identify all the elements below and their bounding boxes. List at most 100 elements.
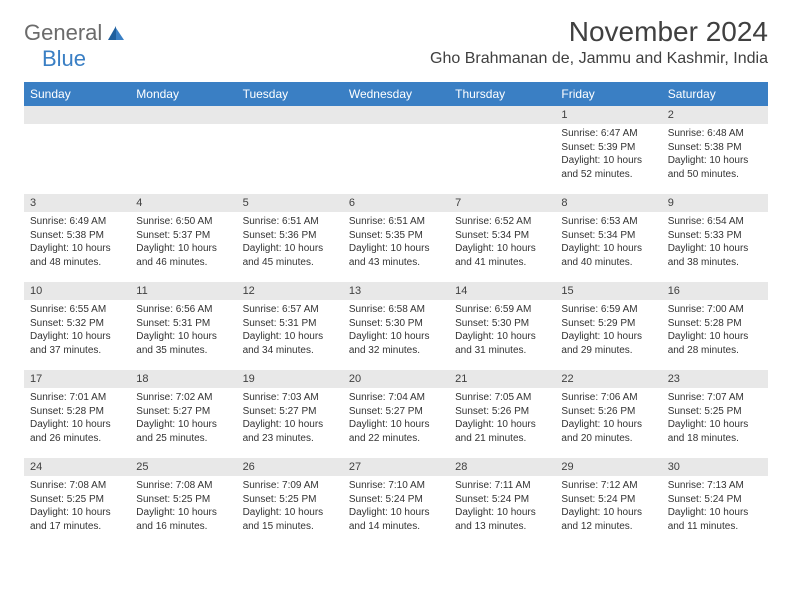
sunrise-value: 6:48 AM [707, 128, 744, 139]
daylight-label: Daylight: [243, 331, 285, 342]
sunrise-value: 6:59 AM [601, 304, 638, 315]
sunrise-value: 7:07 AM [707, 392, 744, 403]
sunset-value: 5:25 PM [704, 406, 741, 417]
calendar-day-cell: 12Sunrise: 6:57 AMSunset: 5:31 PMDayligh… [237, 282, 343, 370]
sunrise-label: Sunrise: [349, 216, 388, 227]
sunset-label: Sunset: [30, 230, 67, 241]
sunrise-label: Sunrise: [136, 216, 175, 227]
sunset-label: Sunset: [30, 406, 67, 417]
daylight-label: Daylight: [455, 243, 497, 254]
calendar-day-cell [449, 106, 555, 194]
sunset-value: 5:34 PM [492, 230, 529, 241]
sunset-label: Sunset: [561, 230, 598, 241]
day-body: Sunrise: 7:07 AMSunset: 5:25 PMDaylight:… [662, 388, 768, 451]
day-body: Sunrise: 6:57 AMSunset: 5:31 PMDaylight:… [237, 300, 343, 363]
daylight-label: Daylight: [668, 155, 710, 166]
day-number: 5 [237, 194, 343, 212]
day-body: Sunrise: 7:08 AMSunset: 5:25 PMDaylight:… [24, 476, 130, 539]
sunset-value: 5:28 PM [704, 318, 741, 329]
sunrise-label: Sunrise: [243, 392, 282, 403]
day-number: 6 [343, 194, 449, 212]
daylight-label: Daylight: [455, 331, 497, 342]
calendar-day-cell: 1Sunrise: 6:47 AMSunset: 5:39 PMDaylight… [555, 106, 661, 194]
daylight-label: Daylight: [243, 419, 285, 430]
day-number: 9 [662, 194, 768, 212]
day-number: 21 [449, 370, 555, 388]
sunrise-value: 6:59 AM [495, 304, 532, 315]
sunrise-value: 7:11 AM [495, 480, 531, 491]
calendar-week-row: 24Sunrise: 7:08 AMSunset: 5:25 PMDayligh… [24, 458, 768, 546]
sunrise-value: 7:09 AM [282, 480, 319, 491]
sunrise-value: 7:12 AM [601, 480, 638, 491]
sunrise-value: 7:08 AM [69, 480, 106, 491]
sunset-label: Sunset: [668, 318, 705, 329]
day-number: 18 [130, 370, 236, 388]
sunrise-value: 6:51 AM [282, 216, 319, 227]
sunrise-label: Sunrise: [30, 216, 69, 227]
sunrise-value: 6:55 AM [69, 304, 106, 315]
sunset-value: 5:26 PM [598, 406, 635, 417]
day-number: 13 [343, 282, 449, 300]
sunrise-label: Sunrise: [561, 304, 600, 315]
day-number [237, 106, 343, 124]
day-body: Sunrise: 7:06 AMSunset: 5:26 PMDaylight:… [555, 388, 661, 451]
daylight-label: Daylight: [30, 507, 72, 518]
day-body: Sunrise: 7:01 AMSunset: 5:28 PMDaylight:… [24, 388, 130, 451]
sunrise-label: Sunrise: [136, 304, 175, 315]
day-number: 16 [662, 282, 768, 300]
sunrise-value: 7:02 AM [176, 392, 213, 403]
sunset-label: Sunset: [455, 318, 492, 329]
sunset-label: Sunset: [243, 230, 280, 241]
sunrise-label: Sunrise: [136, 480, 175, 491]
day-body [24, 124, 130, 133]
calendar-day-cell: 7Sunrise: 6:52 AMSunset: 5:34 PMDaylight… [449, 194, 555, 282]
sunrise-value: 7:03 AM [282, 392, 319, 403]
sunset-label: Sunset: [561, 318, 598, 329]
calendar-day-cell: 10Sunrise: 6:55 AMSunset: 5:32 PMDayligh… [24, 282, 130, 370]
daylight-label: Daylight: [30, 243, 72, 254]
daylight-label: Daylight: [136, 419, 178, 430]
sunset-value: 5:38 PM [67, 230, 104, 241]
sunrise-label: Sunrise: [561, 392, 600, 403]
daylight-label: Daylight: [455, 507, 497, 518]
calendar-day-cell: 13Sunrise: 6:58 AMSunset: 5:30 PMDayligh… [343, 282, 449, 370]
sunrise-label: Sunrise: [455, 480, 494, 491]
day-number: 17 [24, 370, 130, 388]
sunset-label: Sunset: [561, 494, 598, 505]
calendar-day-cell: 26Sunrise: 7:09 AMSunset: 5:25 PMDayligh… [237, 458, 343, 546]
day-body: Sunrise: 6:58 AMSunset: 5:30 PMDaylight:… [343, 300, 449, 363]
day-body: Sunrise: 6:47 AMSunset: 5:39 PMDaylight:… [555, 124, 661, 187]
day-number: 11 [130, 282, 236, 300]
sunset-label: Sunset: [455, 230, 492, 241]
sunrise-label: Sunrise: [561, 128, 600, 139]
calendar-day-cell: 22Sunrise: 7:06 AMSunset: 5:26 PMDayligh… [555, 370, 661, 458]
calendar-day-cell: 20Sunrise: 7:04 AMSunset: 5:27 PMDayligh… [343, 370, 449, 458]
sunrise-label: Sunrise: [668, 392, 707, 403]
day-number: 14 [449, 282, 555, 300]
calendar-day-cell [24, 106, 130, 194]
logo-text-general: General [24, 20, 102, 46]
calendar-day-cell: 25Sunrise: 7:08 AMSunset: 5:25 PMDayligh… [130, 458, 236, 546]
day-body: Sunrise: 7:02 AMSunset: 5:27 PMDaylight:… [130, 388, 236, 451]
sunrise-value: 7:01 AM [69, 392, 106, 403]
calendar-week-row: 17Sunrise: 7:01 AMSunset: 5:28 PMDayligh… [24, 370, 768, 458]
day-body: Sunrise: 7:05 AMSunset: 5:26 PMDaylight:… [449, 388, 555, 451]
sunset-label: Sunset: [349, 318, 386, 329]
calendar-day-cell: 5Sunrise: 6:51 AMSunset: 5:36 PMDaylight… [237, 194, 343, 282]
sunrise-value: 6:49 AM [69, 216, 106, 227]
sunset-value: 5:29 PM [598, 318, 635, 329]
day-number: 25 [130, 458, 236, 476]
sunset-value: 5:33 PM [704, 230, 741, 241]
day-number: 10 [24, 282, 130, 300]
sunset-label: Sunset: [561, 406, 598, 417]
sunrise-label: Sunrise: [349, 392, 388, 403]
sunrise-label: Sunrise: [668, 480, 707, 491]
sunrise-label: Sunrise: [243, 480, 282, 491]
sunset-label: Sunset: [136, 230, 173, 241]
calendar-day-cell: 19Sunrise: 7:03 AMSunset: 5:27 PMDayligh… [237, 370, 343, 458]
calendar-day-cell [237, 106, 343, 194]
day-body [343, 124, 449, 133]
sunset-label: Sunset: [455, 494, 492, 505]
sunrise-value: 6:51 AM [388, 216, 425, 227]
sunset-value: 5:24 PM [704, 494, 741, 505]
